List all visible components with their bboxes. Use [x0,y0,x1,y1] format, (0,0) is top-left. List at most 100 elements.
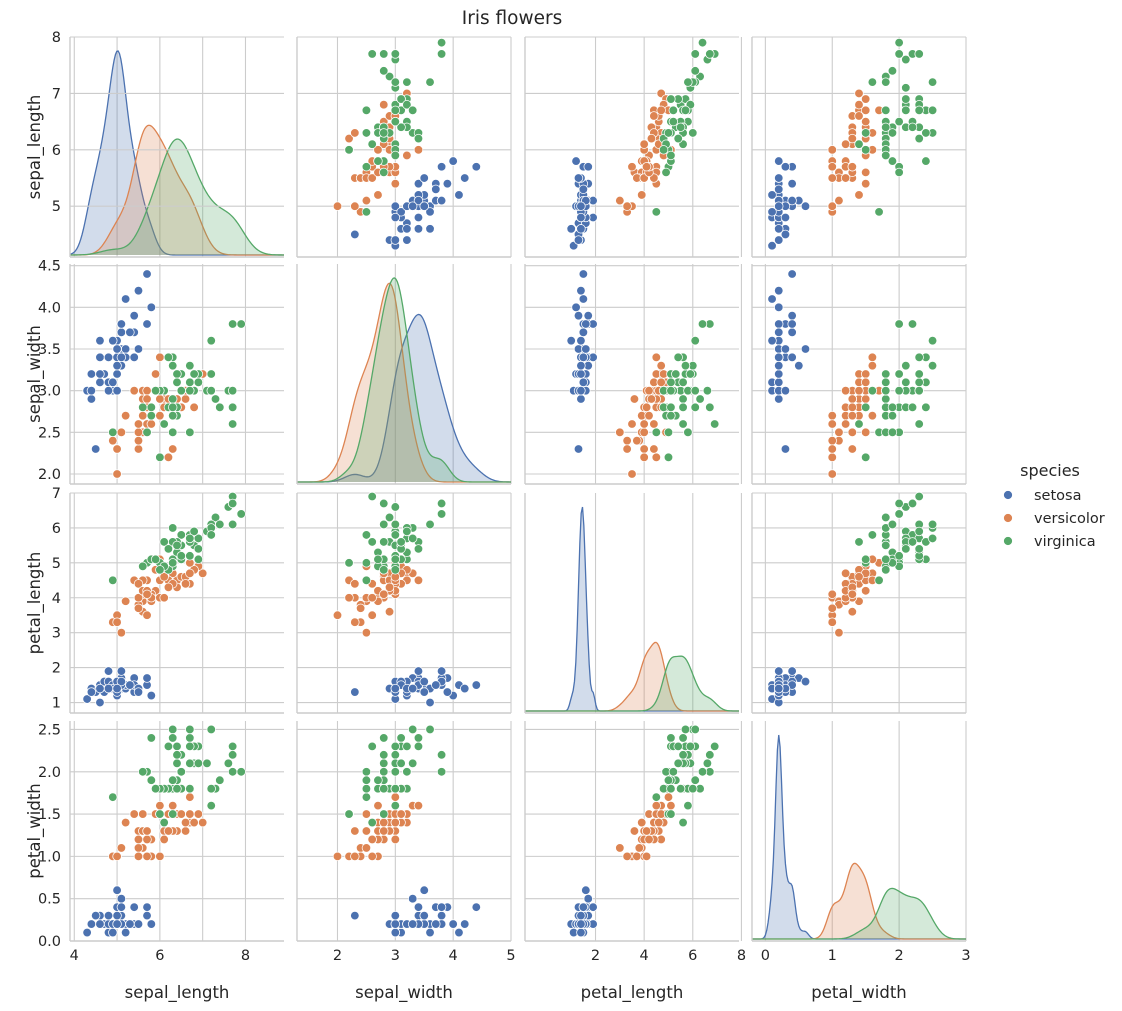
point-setosa [583,162,593,172]
point-virginica [344,558,354,568]
x-tick-label: 4 [640,948,649,964]
point-setosa [780,344,791,354]
point-versicolor [639,444,649,454]
point-virginica [861,402,871,413]
point-versicolor [350,201,360,211]
point-versicolor [390,178,400,189]
point-versicolor [116,628,127,638]
point-setosa [146,690,156,701]
x-axis-label: sepal_width [355,983,453,1003]
point-setosa [573,310,584,321]
point-versicolor [116,843,127,853]
y-tick-label: 2 [52,661,61,677]
point-versicolor [163,826,174,836]
point-setosa [787,666,797,676]
kde-line-versicolor [70,124,284,256]
point-setosa [578,184,589,194]
point-virginica [927,77,938,87]
point-virginica [881,77,891,87]
point-virginica [651,207,661,217]
point-virginica [168,523,178,533]
point-virginica [887,156,898,166]
point-setosa [425,697,435,708]
point-virginica [185,741,195,752]
point-versicolor [840,173,851,183]
point-versicolor [350,128,360,138]
point-versicolor [854,88,864,99]
point-versicolor [180,579,191,589]
point-versicolor [827,173,837,183]
point-virginica [881,385,891,396]
point-virginica [901,544,911,554]
point-setosa [120,927,131,938]
point-virginica [927,519,938,530]
point-virginica [894,551,904,561]
point-virginica [690,335,700,346]
point-virginica [379,767,389,777]
point-virginica [361,792,372,802]
point-setosa [146,302,156,313]
point-virginica [666,94,676,104]
legend-item-versicolor: versicolor [1003,511,1105,527]
point-versicolor [142,610,152,620]
kde-fill-versicolor [297,283,511,482]
point-virginica [155,452,165,463]
point-versicolor [867,360,878,371]
point-versicolor [133,427,144,438]
point-virginica [705,49,715,59]
legend-marker-setosa [1003,490,1013,500]
point-setosa [576,927,586,938]
point-setosa [133,687,144,697]
point-virginica [367,139,377,149]
point-virginica [436,750,447,760]
point-virginica [658,145,669,155]
kde-fill-setosa [752,735,966,939]
point-setosa [95,919,105,929]
point-virginica [138,561,148,572]
point-setosa [431,184,441,194]
point-versicolor [344,133,354,144]
kde-line-setosa [297,313,512,483]
point-setosa [774,683,784,694]
point-virginica [227,767,238,777]
point-versicolor [355,603,366,613]
point-setosa [774,352,784,363]
point-virginica [185,533,195,544]
point-versicolor [142,851,152,862]
point-setosa [408,201,418,211]
y-tick-label: 8 [52,30,61,46]
y-tick-label: 7 [52,86,61,102]
point-virginica [881,540,891,551]
point-versicolor [634,843,644,853]
point-virginica [227,741,238,752]
point-setosa [91,444,101,454]
point-setosa [95,352,105,363]
point-versicolor [361,628,372,638]
kde-fill-virginica [525,656,739,711]
point-versicolor [390,834,400,845]
y-tick-label: 4 [52,591,61,607]
point-setosa [133,285,144,296]
point-setosa [133,344,144,354]
point-setosa [794,360,804,371]
point-setosa [774,173,784,183]
point-setosa [448,919,458,929]
point-virginica [690,775,700,785]
point-versicolor [155,851,165,862]
point-virginica [185,385,195,396]
point-versicolor [379,826,389,836]
point-setosa [780,385,791,396]
point-virginica [921,402,931,413]
point-versicolor [847,444,857,454]
point-virginica [436,498,447,509]
point-versicolor [180,817,191,828]
point-setosa [86,369,97,379]
point-versicolor [834,195,844,206]
point-setosa [133,919,144,929]
point-virginica [168,394,178,404]
point-setosa [581,319,591,329]
point-setosa [408,919,418,929]
x-tick-label: 8 [737,948,746,964]
legend: species setosa versicolor virginica [1003,461,1105,550]
legend-item-setosa: setosa [1003,488,1081,504]
